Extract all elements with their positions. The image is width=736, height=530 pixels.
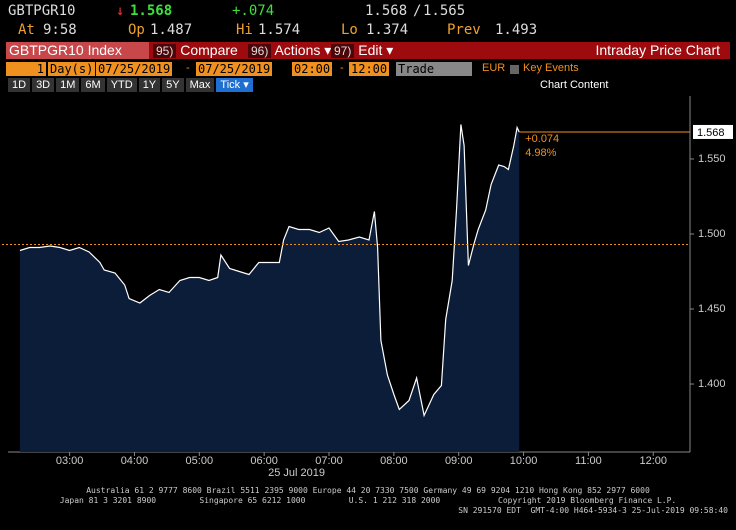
period-button[interactable]: YTD (106, 78, 137, 92)
footer: Australia 61 2 9777 8600 Brazil 5511 239… (0, 486, 736, 516)
period-button[interactable]: Tick ▾ (216, 78, 253, 92)
button-num: 96) (248, 44, 272, 58)
button-label: Actions ▾ (274, 42, 332, 58)
time: 9:58 (43, 22, 77, 38)
period-button[interactable]: 5Y (162, 78, 184, 92)
price-line (19, 124, 520, 418)
ask: 1.565 (423, 3, 466, 19)
open-label: Op (128, 22, 145, 38)
days-input[interactable]: 1 (6, 62, 46, 76)
end-date[interactable]: 07/25/2019 (196, 62, 273, 76)
x-tick-label: 03:00 (56, 455, 84, 467)
y-tick-label: 1.400 (698, 378, 726, 390)
footer-line: Japan 81 3 3201 8900 Singapore 65 6212 1… (59, 496, 677, 505)
button[interactable]: 96) Actions ▾ (248, 42, 331, 59)
period-button[interactable]: 3D (32, 78, 55, 92)
date-label: 25 Jul 2019 (268, 467, 325, 479)
x-tick-label: 12:00 (639, 455, 667, 467)
dash: - (186, 62, 190, 74)
button[interactable]: 97) Edit ▾ (331, 42, 393, 59)
x-tick-label: 05:00 (186, 455, 214, 467)
start-time[interactable]: 02:00 (292, 62, 333, 76)
open: 1.487 (150, 22, 193, 38)
x-tick-label: 08:00 (380, 455, 408, 467)
checkbox[interactable] (510, 65, 519, 74)
days-label: Day(s) (48, 62, 96, 76)
security[interactable]: GBTPGR10 Index (6, 42, 149, 59)
chart-content[interactable]: Chart Content (540, 79, 609, 91)
period-button[interactable]: 6M (81, 78, 105, 92)
x-tick-label: 10:00 (510, 455, 538, 467)
change: +.074 (232, 3, 275, 19)
x-tick-label: 06:00 (250, 455, 278, 467)
button-num: 97) (331, 44, 355, 58)
period-bar: 1D 3D 1M 6M YTD 1Y 5Y Max Tick ▾ (8, 78, 253, 92)
slash: / (413, 3, 422, 19)
time-label: At (18, 22, 35, 38)
period-button[interactable]: Max (185, 78, 215, 92)
chart: 1.400 1.450 1.500 1.550 03:00 04:00 05:00 06:00… (2, 96, 733, 479)
pct-label: 4.98% (525, 147, 556, 159)
y-tick-label: 1.550 (698, 153, 726, 165)
arrow: ↓ (116, 3, 125, 19)
period-button[interactable]: 1M (56, 78, 80, 92)
last-price-label: 1.568 (697, 127, 725, 139)
bid: 1.568 (365, 3, 408, 19)
prev: 1.493 (495, 22, 538, 38)
toolbar: GBTPGR10 Index 95) Compare 96) Actions ▾… (6, 42, 730, 59)
currency[interactable]: EUR (482, 62, 506, 74)
footer-line: Australia 61 2 9777 8600 Brazil 5511 239… (86, 486, 650, 495)
change-label: +0.074 (525, 133, 559, 145)
key-events[interactable]: Key Events (523, 62, 579, 74)
x-tick-label: 04:00 (121, 455, 149, 467)
low-label: Lo (341, 22, 358, 38)
dash: - (340, 62, 344, 74)
page-title: Intraday Price Chart (595, 42, 721, 58)
field-select[interactable]: Trade (396, 62, 472, 76)
x-tick-label: 09:00 (445, 455, 473, 467)
period-button[interactable]: 1Y (138, 78, 161, 92)
period-button[interactable]: 1D (8, 78, 31, 92)
button-label: Compare (180, 42, 238, 58)
end-time[interactable]: 12:00 (349, 62, 390, 76)
x-tick-label: 07:00 (315, 455, 343, 467)
footer-line: SN 291570 EDT GMT-4:00 H464-5934-3 25-Ju… (458, 506, 728, 515)
x-tick-label: 11:00 (575, 455, 602, 467)
start-date[interactable]: 07/25/2019 (96, 62, 173, 76)
last-price-box (693, 124, 733, 139)
prev-label: Prev (447, 22, 481, 38)
last-price: 1.568 (130, 3, 173, 19)
ticker: GBTPGR10 (8, 3, 76, 19)
button-num: 95) (153, 44, 177, 58)
high-label: Hi (236, 22, 253, 38)
low: 1.374 (366, 22, 409, 38)
area-fill (19, 124, 520, 452)
button-label: Edit ▾ (358, 42, 394, 58)
button[interactable]: 95) Compare (153, 42, 238, 59)
y-tick-label: 1.500 (698, 228, 726, 240)
high: 1.574 (258, 22, 301, 38)
y-tick-label: 1.450 (698, 303, 726, 315)
